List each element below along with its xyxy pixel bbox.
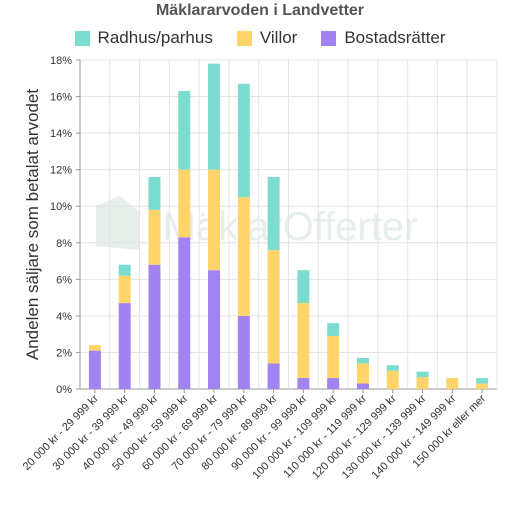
bar-segment[interactable] — [446, 378, 459, 389]
bar-segment[interactable] — [297, 270, 310, 304]
bar-segment[interactable] — [327, 378, 340, 389]
y-tick-label: 4% — [56, 311, 72, 323]
bar-segment[interactable] — [208, 169, 221, 271]
legend-item[interactable]: Radhus/parhus — [74, 28, 213, 48]
legend: Radhus/parhus Villor Bostadsrätter — [0, 28, 520, 48]
legend-swatch — [74, 30, 90, 46]
bar-segment[interactable] — [237, 83, 250, 198]
y-tick-label: 10% — [50, 201, 72, 213]
chart-title: Mäklararvoden i Landvetter — [155, 2, 365, 19]
bar-segment[interactable] — [118, 264, 131, 276]
bar-segment[interactable] — [267, 250, 280, 364]
bar-segment[interactable] — [237, 197, 250, 316]
bar-segment[interactable] — [267, 363, 280, 389]
watermark-text: MäklarOfferter — [163, 205, 418, 249]
bar-segment[interactable] — [118, 275, 131, 304]
legend-item[interactable]: Villor — [236, 28, 298, 48]
bar-segment[interactable] — [327, 335, 340, 379]
bar-segment[interactable] — [327, 323, 340, 336]
bar-segment[interactable] — [178, 169, 191, 238]
y-axis-title: Andelen säljare som betalat arvodet — [23, 89, 42, 360]
y-tick-label: 12% — [50, 165, 72, 177]
y-tick-label: 16% — [50, 92, 72, 104]
legend-item[interactable]: Bostadsrätter — [321, 28, 445, 48]
bar-segment[interactable] — [208, 270, 221, 389]
legend-label: Villor — [259, 28, 298, 47]
bar-segment[interactable] — [356, 363, 369, 384]
bar-segment[interactable] — [356, 357, 369, 364]
y-tick-label: 2% — [56, 347, 72, 359]
legend-swatch — [236, 30, 252, 46]
bar-segment[interactable] — [356, 383, 369, 389]
watermark-logo — [96, 196, 140, 250]
y-tick-label: 8% — [56, 238, 72, 250]
bar-segment[interactable] — [88, 345, 101, 351]
legend-label: Radhus/parhus — [97, 28, 213, 47]
bar-segment[interactable] — [88, 350, 101, 389]
bar-segment[interactable] — [148, 176, 161, 210]
bar-segment[interactable] — [476, 383, 489, 389]
bar-segment[interactable] — [237, 315, 250, 389]
bar-segment[interactable] — [178, 237, 191, 389]
bar-segment[interactable] — [476, 378, 489, 384]
y-tick-label: 18% — [50, 55, 72, 67]
bar-segment[interactable] — [386, 370, 399, 389]
bar-segment[interactable] — [148, 209, 161, 265]
bar-segment[interactable] — [416, 377, 429, 389]
bar-segment[interactable] — [297, 378, 310, 389]
bar-segment[interactable] — [148, 264, 161, 389]
y-tick-label: 14% — [50, 128, 72, 140]
bar-segment[interactable] — [178, 91, 191, 170]
legend-swatch — [321, 30, 337, 46]
bar-segment[interactable] — [118, 303, 131, 389]
y-tick-label: 0% — [56, 384, 72, 396]
legend-label: Bostadsrätter — [344, 28, 446, 47]
bar-segment[interactable] — [386, 365, 399, 371]
bar-segment[interactable] — [297, 303, 310, 379]
y-tick-label: 6% — [56, 274, 72, 286]
bar-segment[interactable] — [416, 371, 429, 378]
bar-segment[interactable] — [267, 176, 280, 251]
bar-segment[interactable] — [208, 63, 221, 170]
